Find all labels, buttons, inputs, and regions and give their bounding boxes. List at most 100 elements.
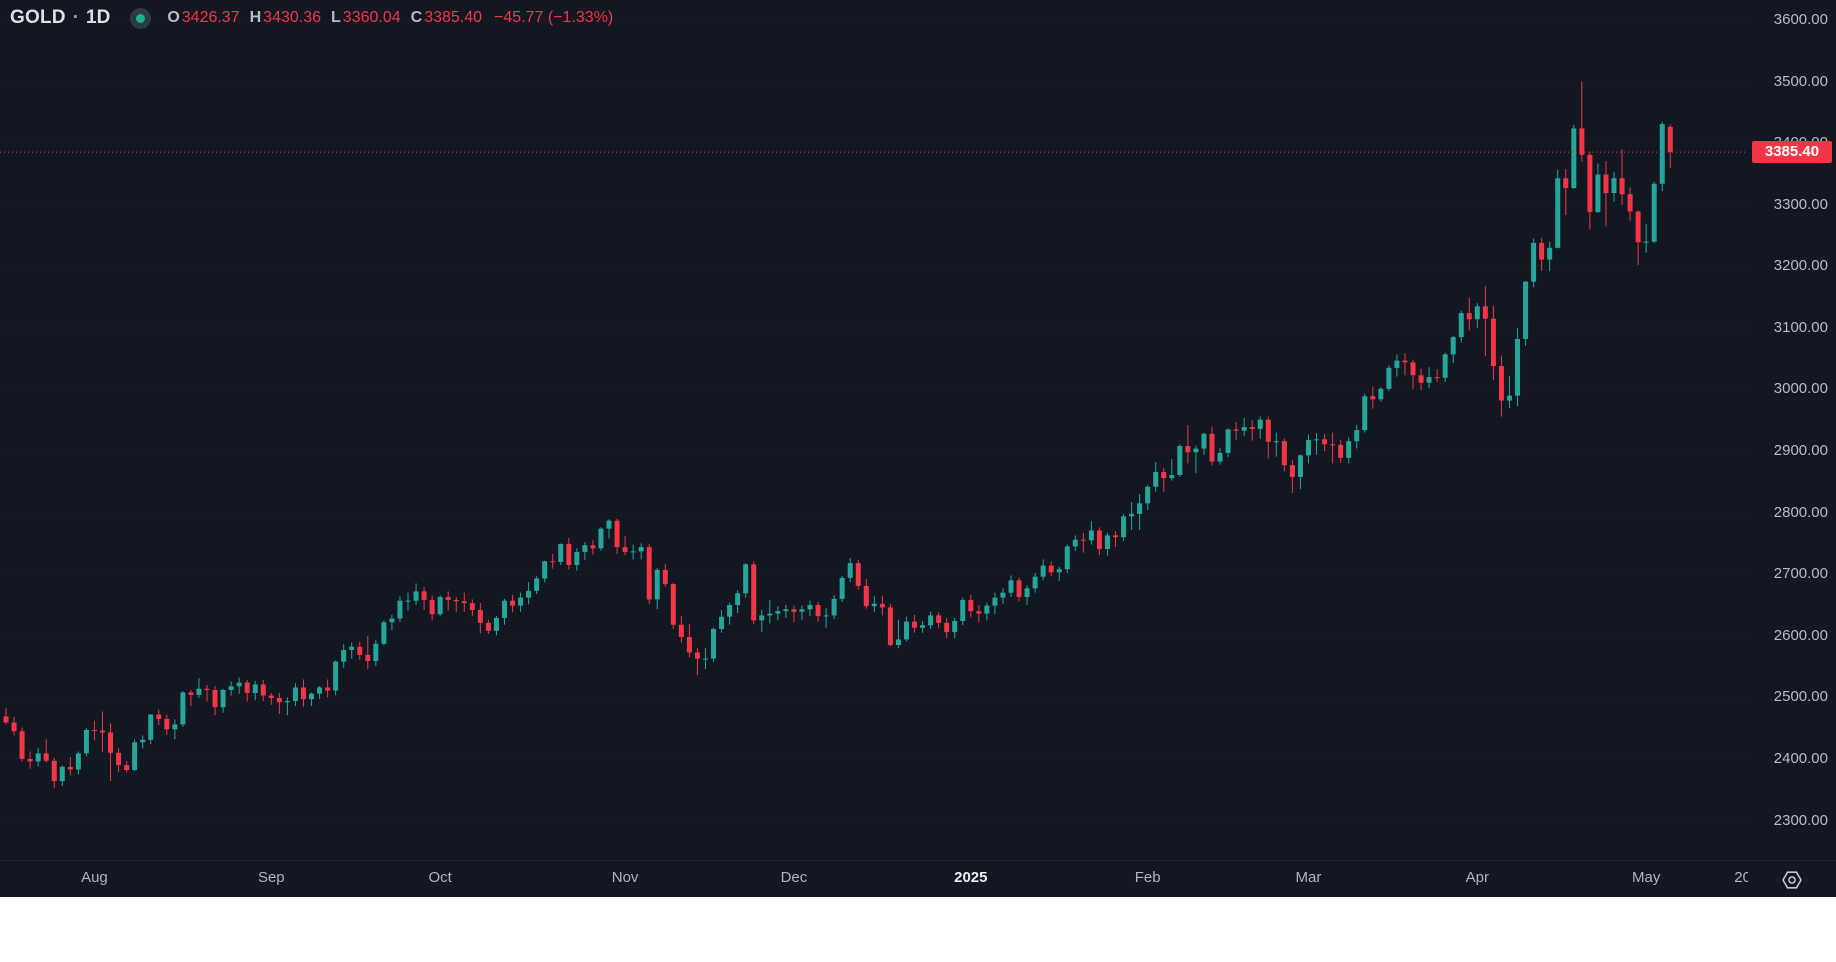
- candle: [1474, 303, 1480, 328]
- candle: [1378, 386, 1384, 402]
- candle: [292, 683, 298, 706]
- candle: [1619, 149, 1625, 205]
- page-bottom-band: [0, 897, 1836, 962]
- candle: [1587, 151, 1593, 230]
- candle: [1241, 417, 1247, 437]
- candle: [646, 544, 652, 604]
- candle: [912, 614, 918, 633]
- candle: [124, 760, 130, 773]
- change-value: −45.77 (−1.33%): [494, 9, 614, 26]
- candle: [1056, 566, 1062, 581]
- candle: [903, 616, 909, 642]
- candle: [1603, 161, 1609, 227]
- candle: [711, 627, 717, 662]
- candle: [1257, 416, 1263, 439]
- chart-plot-area[interactable]: [0, 0, 1748, 860]
- candle: [702, 648, 708, 670]
- candle: [887, 603, 893, 647]
- candle: [751, 561, 757, 625]
- time-tick-label: 20: [1734, 869, 1748, 886]
- candle: [421, 587, 427, 610]
- candle: [333, 660, 339, 696]
- candle: [542, 560, 548, 583]
- price-axis[interactable]: 3385.40 3600.003500.003400.003300.003200…: [1748, 0, 1836, 860]
- candle: [228, 681, 234, 696]
- time-tick-label: Mar: [1295, 869, 1322, 886]
- price-tick-label: 2800.00: [1773, 503, 1828, 521]
- candle: [638, 543, 644, 560]
- candle: [445, 591, 451, 611]
- candle: [968, 595, 974, 618]
- candle: [485, 619, 491, 634]
- candle: [1169, 459, 1175, 481]
- candle: [847, 558, 853, 583]
- candle: [1523, 281, 1529, 346]
- candle: [678, 616, 684, 643]
- candle: [823, 608, 829, 628]
- candle: [19, 727, 25, 762]
- candle: [1121, 513, 1127, 541]
- candle: [1297, 454, 1303, 490]
- candle: [1362, 393, 1368, 433]
- candle: [1402, 353, 1408, 376]
- candle: [735, 590, 741, 613]
- symbol-button[interactable]: GOLD: [10, 7, 66, 28]
- candle: [815, 601, 821, 622]
- candle: [148, 713, 154, 745]
- time-axis[interactable]: Aug Sep Oct Nov Dec 2025 Feb Mar Apr May 20: [0, 860, 1748, 897]
- low-value: 3360.04: [342, 9, 401, 26]
- candle: [759, 609, 765, 633]
- time-tick-label: Sep: [257, 869, 285, 886]
- open-value: 3426.37: [181, 9, 240, 26]
- candle: [1024, 585, 1030, 605]
- candle: [461, 592, 467, 612]
- settings-gear-icon[interactable]: [1780, 868, 1804, 892]
- trading-chart-app: GOLD · 1D O 3426.37 H 3430.36 L 3360.04 …: [0, 0, 1836, 897]
- candle: [1289, 460, 1295, 493]
- candle: [220, 688, 226, 713]
- candle: [51, 757, 57, 788]
- candle: [984, 602, 990, 621]
- candle: [960, 597, 966, 626]
- candle: [1418, 368, 1424, 391]
- market-status-dot-core: [136, 13, 146, 23]
- candle: [662, 563, 668, 587]
- low-label: L: [331, 9, 341, 26]
- candle: [317, 686, 323, 700]
- interval-button[interactable]: 1D: [86, 7, 111, 28]
- candle: [944, 617, 950, 639]
- candle: [590, 540, 596, 555]
- candlestick-canvas[interactable]: [0, 0, 1748, 860]
- open-label: O: [167, 9, 180, 26]
- candle: [1225, 428, 1231, 458]
- candle: [1314, 433, 1320, 455]
- candle: [936, 612, 942, 629]
- candle: [839, 576, 845, 602]
- candle: [654, 568, 660, 610]
- candle: [574, 548, 580, 571]
- candle: [1370, 386, 1376, 409]
- candle: [1498, 355, 1504, 417]
- candle: [526, 582, 532, 605]
- candle: [1531, 238, 1537, 288]
- time-tick-label: Apr: [1465, 869, 1489, 886]
- candle: [1137, 494, 1143, 530]
- candle: [1482, 286, 1488, 357]
- candle: [622, 536, 628, 556]
- candle: [855, 560, 861, 590]
- candle: [1145, 484, 1151, 511]
- candle: [952, 617, 958, 639]
- candle: [920, 620, 926, 633]
- candle: [1161, 467, 1167, 492]
- candle: [91, 720, 97, 741]
- candle: [1281, 438, 1287, 472]
- candle: [863, 579, 869, 609]
- price-tick-label: 2300.00: [1773, 811, 1828, 829]
- candle: [1088, 521, 1094, 545]
- candle: [397, 596, 403, 623]
- candle: [1506, 375, 1512, 408]
- candle: [373, 640, 379, 666]
- candle: [1547, 241, 1553, 272]
- candle: [1330, 432, 1336, 464]
